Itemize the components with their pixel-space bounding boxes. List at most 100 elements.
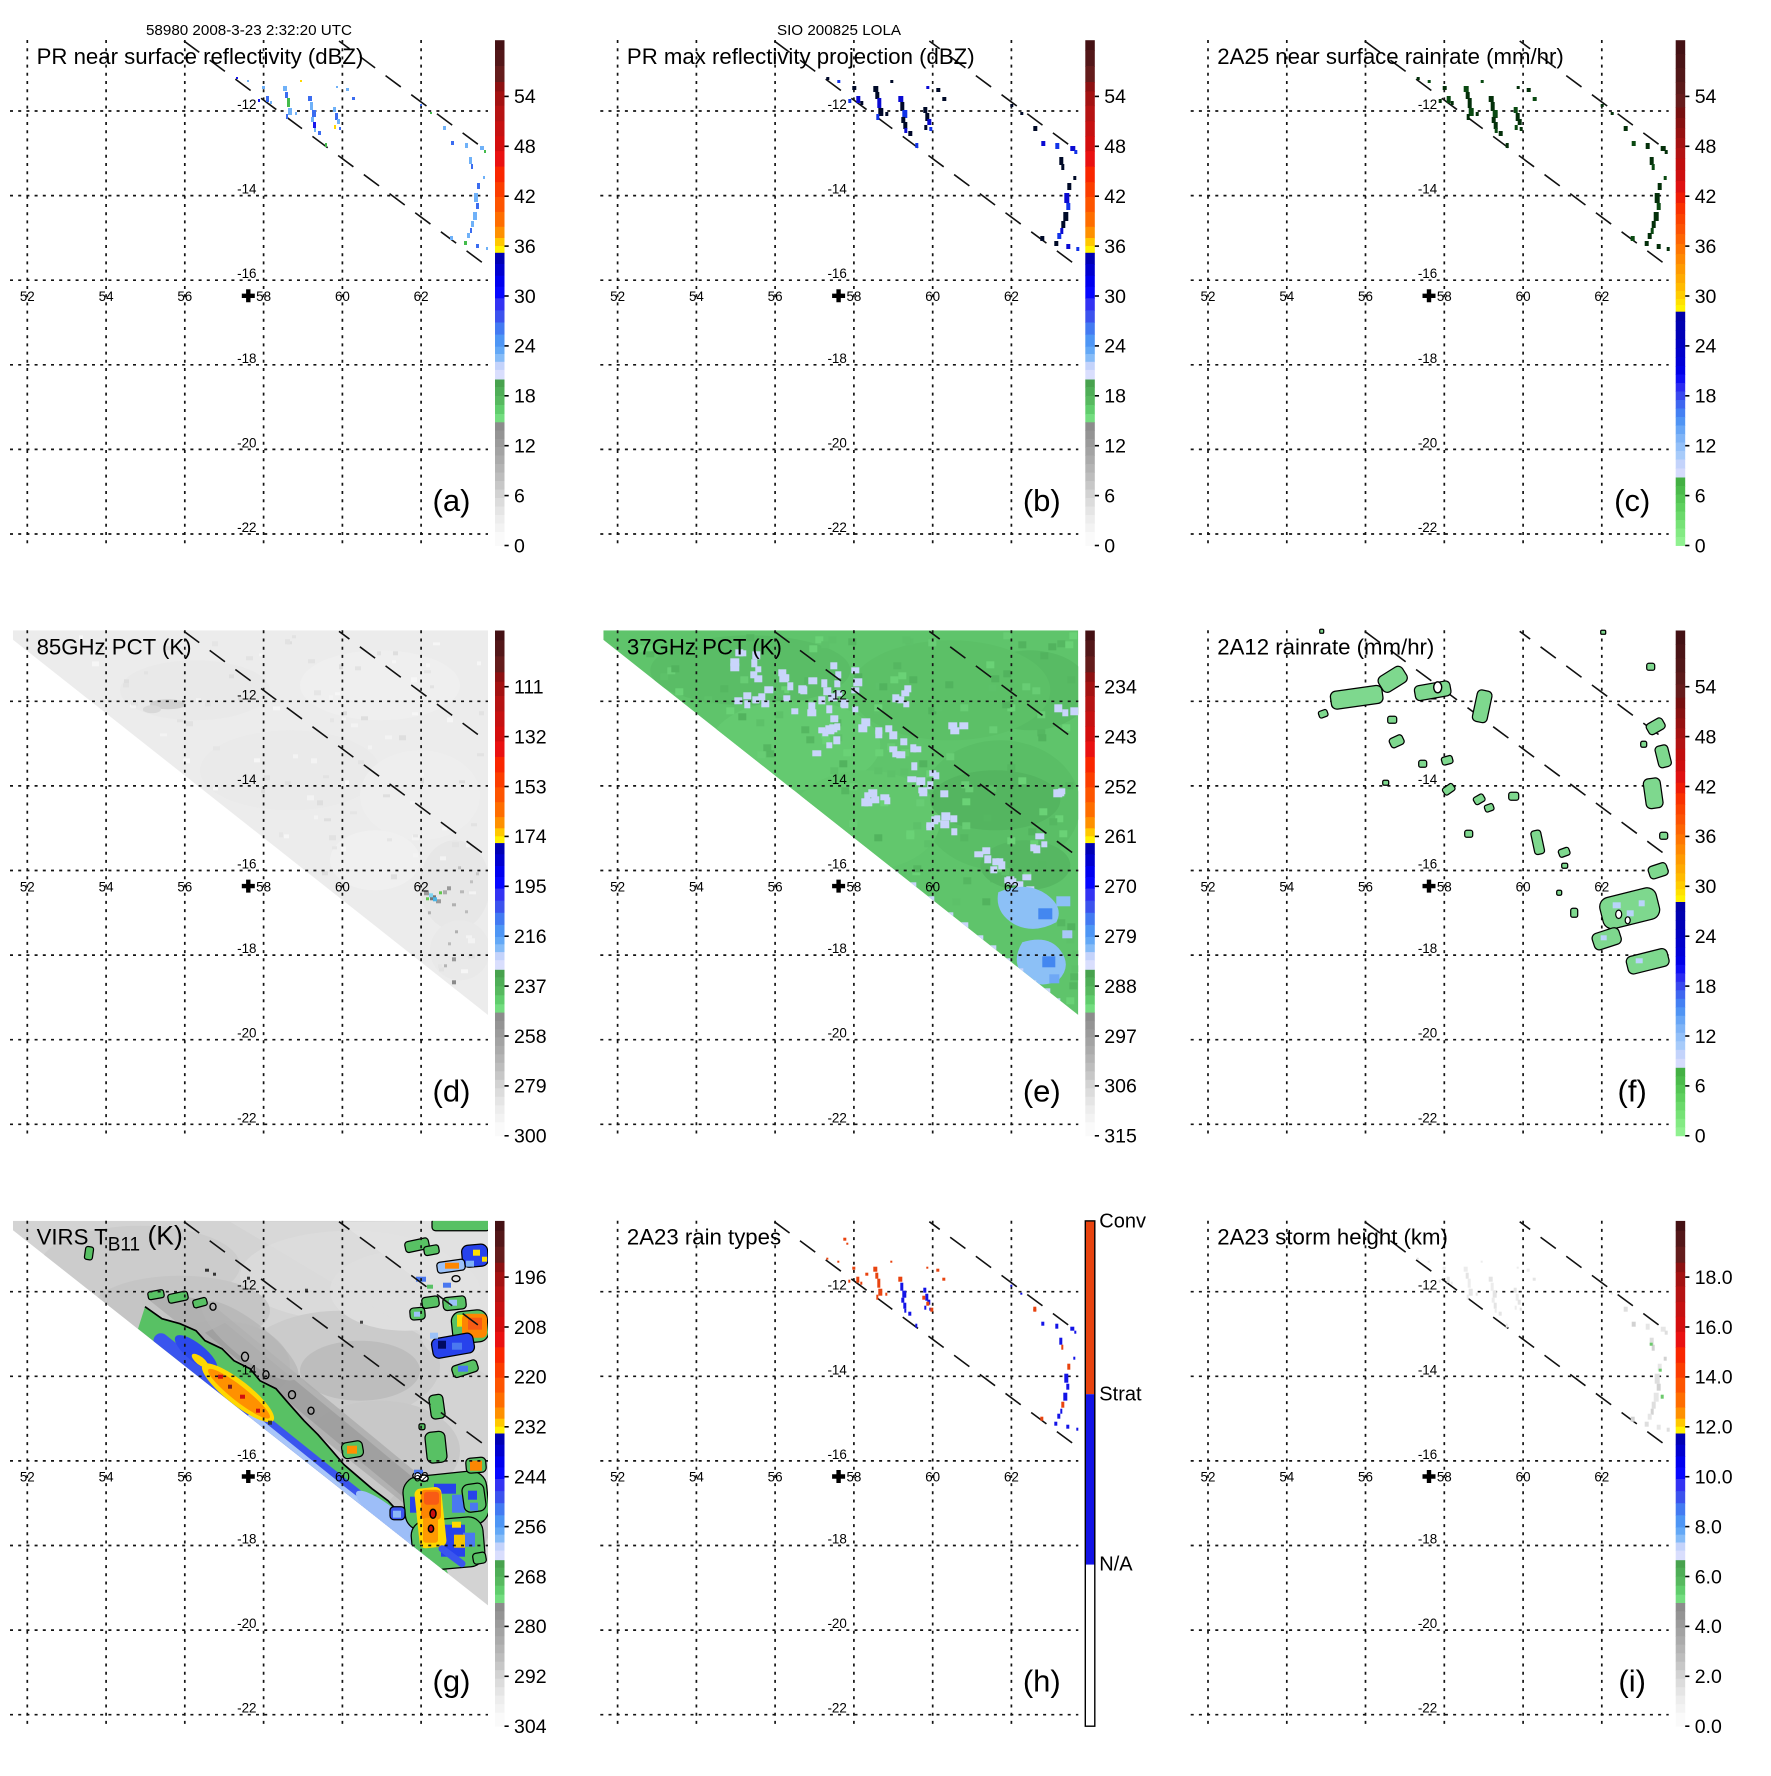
svg-text:Strat: Strat <box>1099 1384 1142 1406</box>
svg-text:6.0: 6.0 <box>1695 1566 1722 1588</box>
svg-text:232: 232 <box>514 1417 547 1439</box>
svg-text:42: 42 <box>1695 776 1717 798</box>
svg-text:12: 12 <box>514 436 536 458</box>
svg-text:220: 220 <box>514 1367 547 1389</box>
svg-text:244: 244 <box>514 1467 547 1489</box>
svg-text:37GHz PCT (K): 37GHz PCT (K) <box>627 634 782 659</box>
svg-text:2A23 storm height (km): 2A23 storm height (km) <box>1217 1225 1448 1250</box>
svg-text:261: 261 <box>1104 826 1137 848</box>
svg-text:48: 48 <box>1104 136 1126 158</box>
svg-text:Conv: Conv <box>1099 1211 1146 1233</box>
svg-text:0.0: 0.0 <box>1695 1716 1722 1738</box>
svg-text:12: 12 <box>1695 1026 1717 1048</box>
svg-text:0: 0 <box>1104 535 1115 557</box>
svg-text:6: 6 <box>1695 485 1706 507</box>
svg-text:36: 36 <box>1695 236 1717 258</box>
svg-text:12: 12 <box>1695 436 1717 458</box>
svg-text:258: 258 <box>514 1026 547 1048</box>
svg-text:18: 18 <box>1104 386 1126 408</box>
svg-text:6: 6 <box>1104 485 1115 507</box>
svg-text:270: 270 <box>1104 876 1137 898</box>
svg-text:292: 292 <box>514 1666 547 1688</box>
svg-text:(f): (f) <box>1618 1073 1647 1108</box>
svg-text:24: 24 <box>1695 336 1717 358</box>
svg-text:36: 36 <box>1104 236 1126 258</box>
svg-text:(b): (b) <box>1023 483 1061 518</box>
svg-text:54: 54 <box>514 86 536 108</box>
svg-text:30: 30 <box>1695 286 1717 308</box>
svg-text:48: 48 <box>514 136 536 158</box>
svg-text:2A12 rainrate (mm/hr): 2A12 rainrate (mm/hr) <box>1217 634 1434 659</box>
svg-text:PR near surface reflectivity (: PR near surface reflectivity (dBZ) <box>37 44 364 69</box>
svg-text:85GHz PCT (K): 85GHz PCT (K) <box>37 634 192 659</box>
svg-text:0: 0 <box>1695 535 1706 557</box>
svg-text:42: 42 <box>1695 186 1717 208</box>
svg-text:6: 6 <box>514 485 525 507</box>
svg-text:252: 252 <box>1104 776 1137 798</box>
svg-text:58980 2008-3-23 2:32:20 UTC: 58980 2008-3-23 2:32:20 UTC <box>146 22 352 39</box>
svg-text:2A25 near surface rainrate (mm: 2A25 near surface rainrate (mm/hr) <box>1217 44 1564 69</box>
svg-text:54: 54 <box>1695 86 1717 108</box>
svg-text:(a): (a) <box>433 483 471 518</box>
svg-text:288: 288 <box>1104 976 1137 998</box>
svg-text:196: 196 <box>514 1267 547 1289</box>
svg-text:174: 174 <box>514 826 547 848</box>
svg-text:(d): (d) <box>433 1073 471 1108</box>
svg-text:300: 300 <box>514 1126 547 1148</box>
svg-text:(e): (e) <box>1023 1073 1061 1108</box>
svg-text:243: 243 <box>1104 726 1137 748</box>
svg-text:24: 24 <box>1695 926 1717 948</box>
svg-text:14.0: 14.0 <box>1695 1367 1733 1389</box>
svg-text:6: 6 <box>1695 1076 1706 1098</box>
svg-text:42: 42 <box>1104 186 1126 208</box>
svg-text:30: 30 <box>1104 286 1126 308</box>
svg-text:16.0: 16.0 <box>1695 1317 1733 1339</box>
svg-text:54: 54 <box>1104 86 1126 108</box>
svg-text:54: 54 <box>1695 677 1717 699</box>
svg-text:279: 279 <box>1104 926 1137 948</box>
svg-text:18: 18 <box>1695 386 1717 408</box>
svg-text:SIO 200825 LOLA: SIO 200825 LOLA <box>777 22 902 39</box>
svg-text:132: 132 <box>514 726 547 748</box>
svg-text:(i): (i) <box>1618 1664 1646 1699</box>
svg-text:297: 297 <box>1104 1026 1137 1048</box>
svg-text:237: 237 <box>514 976 547 998</box>
svg-text:48: 48 <box>1695 726 1717 748</box>
svg-text:111: 111 <box>514 677 544 699</box>
svg-text:36: 36 <box>514 236 536 258</box>
svg-text:2A23 rain types: 2A23 rain types <box>627 1225 781 1250</box>
svg-text:36: 36 <box>1695 826 1717 848</box>
svg-text:304: 304 <box>514 1716 547 1738</box>
svg-text:208: 208 <box>514 1317 547 1339</box>
svg-text:24: 24 <box>1104 336 1126 358</box>
svg-text:(c): (c) <box>1614 483 1650 518</box>
svg-text:0: 0 <box>1695 1126 1706 1148</box>
svg-text:30: 30 <box>1695 876 1717 898</box>
svg-text:268: 268 <box>514 1566 547 1588</box>
svg-text:2.0: 2.0 <box>1695 1666 1722 1688</box>
svg-text:12.0: 12.0 <box>1695 1417 1733 1439</box>
svg-text:(g): (g) <box>433 1664 471 1699</box>
svg-text:153: 153 <box>514 776 547 798</box>
svg-text:(h): (h) <box>1023 1664 1061 1699</box>
svg-text:18: 18 <box>1695 976 1717 998</box>
svg-text:234: 234 <box>1104 677 1137 699</box>
svg-text:315: 315 <box>1104 1126 1137 1148</box>
svg-text:18.0: 18.0 <box>1695 1267 1733 1289</box>
svg-text:30: 30 <box>514 286 536 308</box>
svg-text:279: 279 <box>514 1076 547 1098</box>
svg-text:N/A: N/A <box>1099 1554 1133 1576</box>
svg-text:18: 18 <box>514 386 536 408</box>
svg-text:PR max reflectivity projection: PR max reflectivity projection (dBZ) <box>627 44 975 69</box>
svg-text:256: 256 <box>514 1516 547 1538</box>
svg-text:24: 24 <box>514 336 536 358</box>
svg-text:12: 12 <box>1104 436 1126 458</box>
svg-text:10.0: 10.0 <box>1695 1467 1733 1489</box>
svg-text:4.0: 4.0 <box>1695 1616 1722 1638</box>
svg-text:0: 0 <box>514 535 525 557</box>
svg-text:8.0: 8.0 <box>1695 1516 1722 1538</box>
svg-text:42: 42 <box>514 186 536 208</box>
svg-text:280: 280 <box>514 1616 547 1638</box>
svg-text:216: 216 <box>514 926 547 948</box>
svg-text:195: 195 <box>514 876 547 898</box>
